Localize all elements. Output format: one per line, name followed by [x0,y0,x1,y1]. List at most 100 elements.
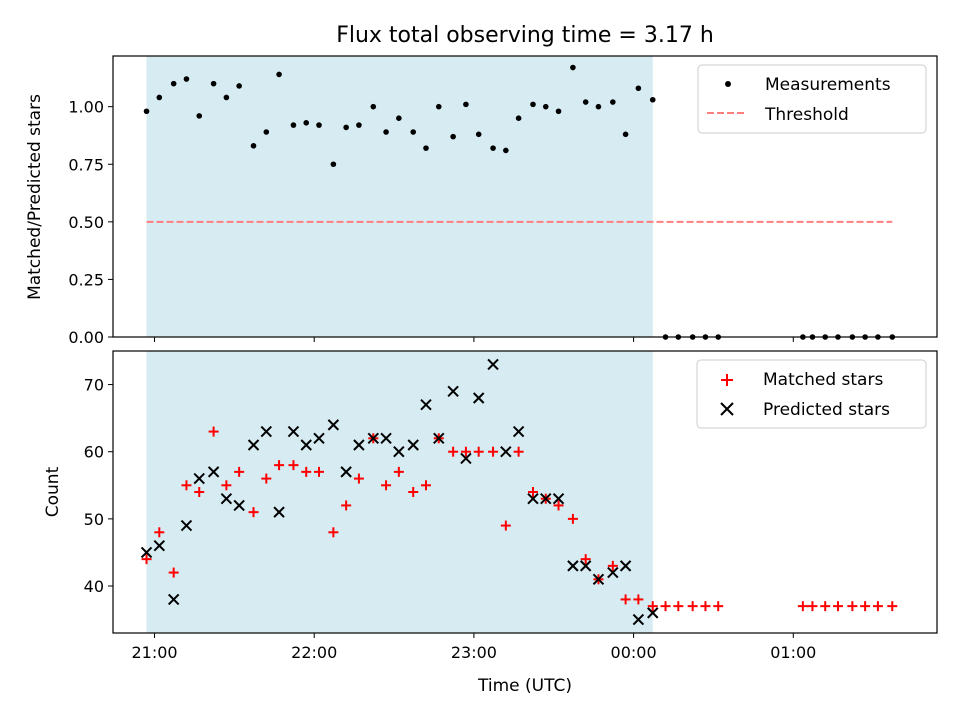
ratio-y-tick-label: 0.75 [68,155,104,174]
matched-stars-point [288,460,299,471]
matched-stars-point [700,601,711,612]
x-tick-label: 21:00 [131,643,177,662]
matched-stars-point [527,487,538,497]
ratio-y-label: Matched/Predicted stars [25,94,45,300]
matched-stars-point [860,601,871,612]
matched-stars-point [460,446,471,457]
ratio-axes-frame [112,55,938,338]
matched-stars-point [420,480,431,491]
predicted-stars-point [512,425,525,438]
ratio-y-tick-label: 0.00 [68,328,104,347]
matched-stars-point [154,527,165,538]
count-y-tick-label: 40 [84,577,104,596]
measurement-point [263,129,270,135]
predicted-stars-point [567,560,579,572]
measurement-point [475,131,482,138]
measurement-point [303,119,310,126]
measurement-point [463,101,469,108]
count-y-tick-label: 60 [84,443,104,462]
legend-matched-marker [721,374,733,386]
measurement-point [515,115,522,121]
matched-stars-point [607,560,618,571]
chart-title: Flux total observing time = 3.17 h [336,23,714,48]
matched-stars-point [872,601,883,612]
predicted-stars-point [552,493,565,505]
measurement-point [330,161,337,168]
matched-stars-point [341,500,352,511]
count-y-ticks: 40 50 60 70 [84,376,113,596]
predicted-stars-point [632,613,645,626]
predicted-stars-point [527,493,539,505]
predicted-stars-point [207,466,220,478]
predicted-stars-point [420,399,432,411]
matched-stars-point [194,487,205,497]
predicted-stars-point [273,506,285,518]
measurement-point [236,83,242,89]
measurement-point [450,133,456,140]
measurement-point [223,94,230,101]
predicted-stars-point [647,607,659,619]
ratio-shaded-span [146,56,653,337]
count-shaded-span [146,351,653,633]
count-x-ticks: 21:00 22:00 23:00 00:00 01:00 [131,633,816,662]
predicted-stars-point [167,593,180,606]
count-panel: 40 50 60 70 21:00 22:00 23:00 00:00 01:00 Count… [43,350,938,662]
measurement-point [622,131,629,138]
predicted-stars-point [260,425,273,438]
matched-stars-point [473,446,484,457]
predicted-stars-point [592,573,605,585]
measurement-point [423,145,429,151]
ratio-x-ticks [154,337,794,342]
ratio-y-tick-label: 0.25 [68,270,104,289]
matched-stars-point [408,487,419,497]
matched-stars-point [580,554,591,565]
matched-stars-point [553,500,564,511]
predicted-stars-point [313,432,325,444]
predicted-stars-point [287,425,300,438]
predicted-stars-point [460,452,472,465]
predicted-stars-point [487,358,499,371]
measurement-point [649,96,656,103]
matched-stars-point [713,601,724,612]
legend-predicted-marker [720,402,734,416]
predicted-stars-point [619,560,632,572]
predicted-stars-point [353,439,365,451]
x-tick-label: 23:00 [451,643,497,662]
predicted-stars-point [579,560,592,572]
predicted-stars-point [140,546,153,559]
matched-stars-point [832,601,843,612]
measurement-point [555,108,562,115]
count-y-tick-label: 70 [84,376,104,395]
predicted-stars-point [407,439,419,451]
matched-stars-point [620,594,631,605]
matched-stars-point [820,601,831,612]
matched-stars-point [234,466,245,477]
ratio-panel: 0.00 0.25 0.50 0.75 1.00 Matched/Predicted s… [25,55,938,347]
count-marks [140,358,898,626]
measurement-point [570,64,576,71]
measurement-point [503,147,509,154]
matched-stars-point [633,594,644,605]
matched-stars-point [181,480,192,491]
matched-stars-point [208,426,219,437]
predicted-stars-point [247,439,260,451]
measurement-point [595,103,602,110]
measurement-point [343,124,349,131]
matched-stars-point [381,480,392,491]
ratio-y-ticks: 0.00 0.25 0.50 0.75 1.00 [68,98,113,347]
matched-stars-point [660,601,671,612]
legend-measurements-label: Measurements [765,75,891,95]
predicted-stars-point [540,493,552,505]
ratio-y-tick-label: 0.50 [68,213,104,232]
predicted-stars-point [380,432,392,444]
matched-stars-point [314,466,324,477]
predicted-stars-point [472,392,485,404]
measurement-point [635,85,642,92]
matched-stars-point [261,473,272,484]
matched-stars-point [687,601,698,612]
matched-stars-point [647,601,658,612]
predicted-stars-point [393,446,405,458]
matched-stars-point [847,601,858,612]
measurement-point [356,122,362,128]
